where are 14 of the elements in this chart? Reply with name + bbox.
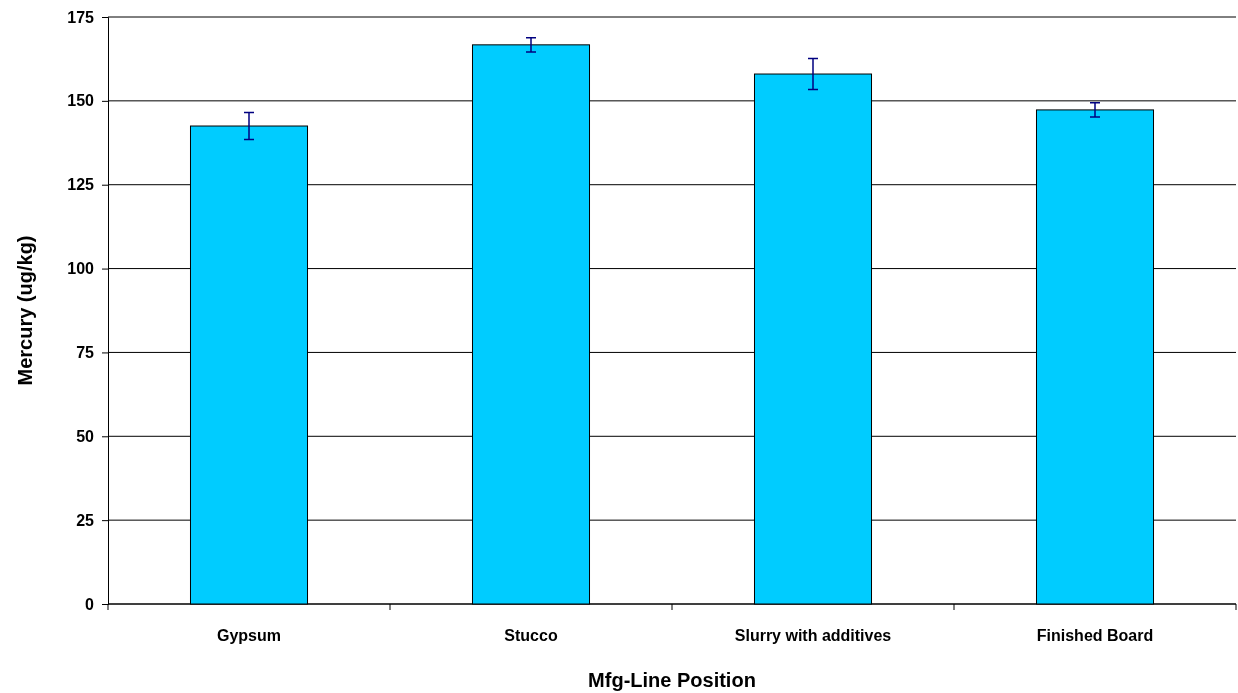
y-tick-label: 25	[76, 511, 95, 529]
y-tick-label: 125	[67, 176, 95, 194]
y-tick-label: 50	[76, 427, 95, 445]
x-tick-label: Slurry with additives	[734, 627, 892, 645]
y-tick-label: 150	[67, 92, 95, 110]
y-tick-label: 100	[67, 260, 95, 278]
x-tick-label: Stucco	[504, 627, 558, 645]
y-tick-label: 75	[76, 344, 95, 362]
y-tick-label: 0	[85, 595, 95, 613]
x-axis-title: Mfg-Line Position	[588, 669, 756, 691]
x-tick-label: Gypsum	[216, 627, 282, 645]
y-axis-title: Mercury (ug/kg)	[14, 235, 36, 386]
y-tick-label: 175	[67, 8, 95, 26]
x-tick-label: Finished Board	[1036, 627, 1154, 645]
